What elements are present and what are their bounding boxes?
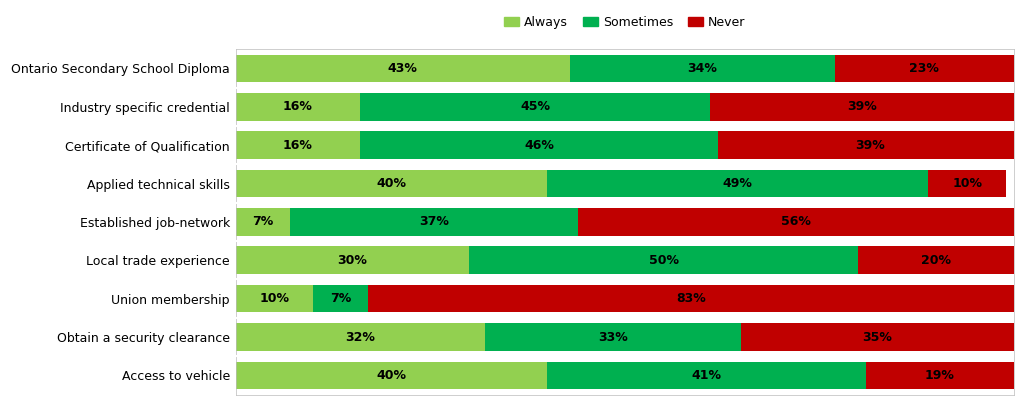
Bar [928,170,1006,197]
Text: 56%: 56% [781,215,811,229]
Bar [236,132,360,159]
Text: 33%: 33% [598,330,628,344]
Bar [360,93,711,121]
Text: 43%: 43% [388,62,418,75]
Legend: Always, Sometimes, Never: Always, Sometimes, Never [499,11,751,34]
Bar [236,208,290,236]
Text: 10%: 10% [259,292,290,305]
Text: 20%: 20% [921,254,951,267]
Bar [368,285,1014,312]
Bar [313,285,368,312]
Bar [858,247,1014,274]
Bar [236,55,570,82]
Text: 40%: 40% [376,177,407,190]
Bar [236,170,547,197]
Text: 32%: 32% [345,330,375,344]
Text: 7%: 7% [252,215,273,229]
Bar [290,208,578,236]
Bar [866,362,1014,389]
Text: 41%: 41% [691,369,721,382]
Bar [547,170,928,197]
Bar [570,55,835,82]
Bar [835,55,1014,82]
Bar [236,93,360,121]
Bar [236,362,547,389]
Text: 34%: 34% [687,62,718,75]
Bar [236,323,484,351]
Bar [711,93,1014,121]
Text: 7%: 7% [330,292,351,305]
Text: 16%: 16% [283,139,312,152]
Bar [718,132,1022,159]
Text: 10%: 10% [952,177,982,190]
Text: 83%: 83% [676,292,706,305]
Text: 35%: 35% [862,330,893,344]
Bar [360,132,718,159]
Text: 23%: 23% [909,62,939,75]
Text: 30%: 30% [337,254,368,267]
Text: 39%: 39% [855,139,885,152]
Bar [469,247,858,274]
Bar [236,247,469,274]
Bar [236,285,313,312]
Text: 40%: 40% [376,369,407,382]
Text: 19%: 19% [925,369,954,382]
Text: 50%: 50% [648,254,679,267]
Text: 39%: 39% [847,100,877,113]
Bar [578,208,1014,236]
Text: 46%: 46% [524,139,554,152]
Text: 45%: 45% [520,100,550,113]
Text: 37%: 37% [419,215,449,229]
Bar [484,323,741,351]
Bar [547,362,866,389]
Text: 49%: 49% [723,177,753,190]
Text: 16%: 16% [283,100,312,113]
Bar [741,323,1014,351]
